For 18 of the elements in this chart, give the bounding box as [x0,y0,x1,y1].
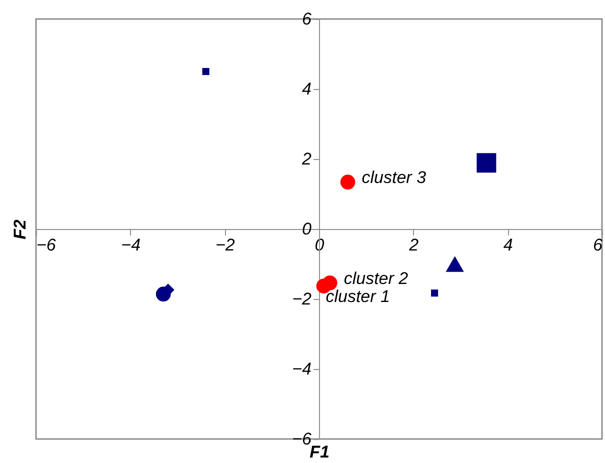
y-tick-label: 4 [302,80,312,98]
y-tick-label: −6 [292,430,312,448]
y-tick-label: 0 [302,220,312,238]
y-tick-label: 6 [302,10,312,28]
y-tick-label: 2 [301,150,312,168]
y-axis-title: F2 [10,219,30,240]
y-tick-label: −4 [292,360,312,378]
x-tick-label: 6 [593,236,604,254]
x-tick-label: −2 [215,236,236,254]
annotation: cluster 3 [362,168,427,188]
annotation: cluster 1 [326,287,390,306]
x-tick-label: 2 [408,236,420,254]
x-tick-label: −4 [121,236,141,254]
x-axis-title: F1 [310,442,330,462]
x-tick-label: 4 [503,236,513,254]
annotation: cluster 2 [344,268,409,288]
y-tick-label: −2 [292,290,312,308]
x-tick-label: −6 [36,236,56,254]
